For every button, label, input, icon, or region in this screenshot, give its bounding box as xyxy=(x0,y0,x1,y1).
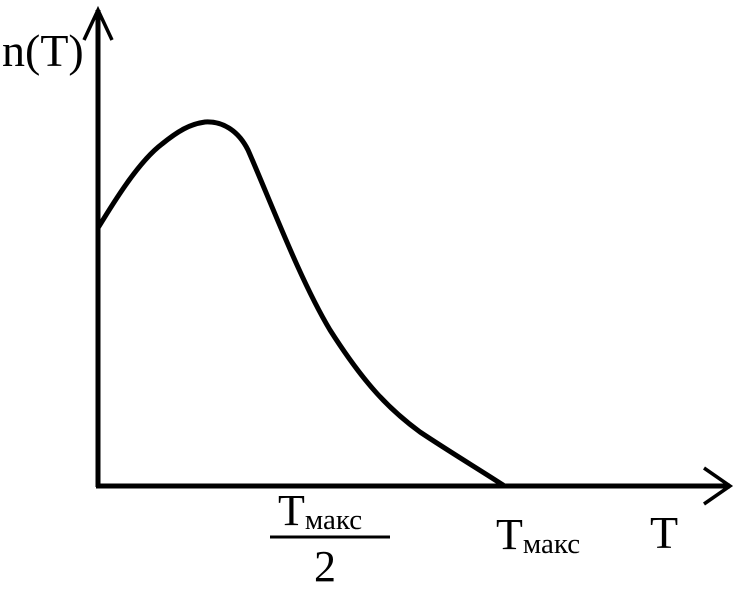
tmax-tick-label: Tмакс xyxy=(496,513,580,559)
half-tmax-main: T xyxy=(278,486,305,535)
half-tmax-numerator: Tмакс xyxy=(278,489,362,535)
y-axis-arrowhead xyxy=(82,5,114,41)
x-axis-label: T xyxy=(650,507,679,558)
x-axis-arrowhead xyxy=(703,466,734,506)
tmax-subscript: макс xyxy=(522,528,581,560)
half-tmax-denominator: 2 xyxy=(314,542,336,591)
y-axis-label: n(T) xyxy=(2,25,84,76)
distribution-curve xyxy=(95,119,506,488)
tmax-main: T xyxy=(496,510,523,559)
half-tmax-subscript: макс xyxy=(304,504,363,536)
